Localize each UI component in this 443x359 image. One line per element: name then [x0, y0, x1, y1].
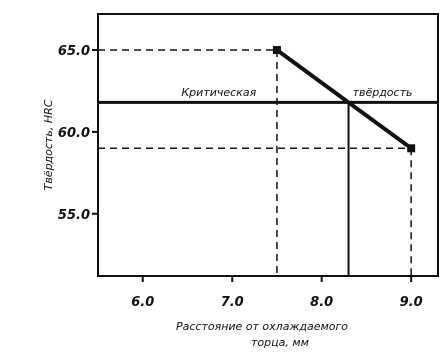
y-axis-title: Твёрдость, HRC — [42, 99, 55, 190]
x-axis-title-line-2: торца, мм — [251, 336, 309, 349]
x-tick-label: 7.0 — [221, 295, 244, 310]
x-tick-label: 9.0 — [400, 295, 423, 310]
data-point — [272, 46, 281, 55]
y-tick-label: 65.0 — [58, 44, 90, 59]
plot-frame — [97, 13, 439, 277]
x-axis-title-line-1: Расстояние от охлаждаемого — [176, 320, 348, 333]
data-point — [407, 144, 416, 153]
annotation-0: Критическая — [181, 86, 256, 99]
y-tick-label: 55.0 — [58, 208, 90, 223]
y-tick-label: 60.0 — [58, 126, 90, 141]
annotation-1: твёрдость — [353, 86, 413, 99]
x-tick-label: 8.0 — [310, 295, 333, 310]
x-tick-label: 6.0 — [131, 295, 154, 310]
hardness-series-line — [275, 48, 413, 150]
